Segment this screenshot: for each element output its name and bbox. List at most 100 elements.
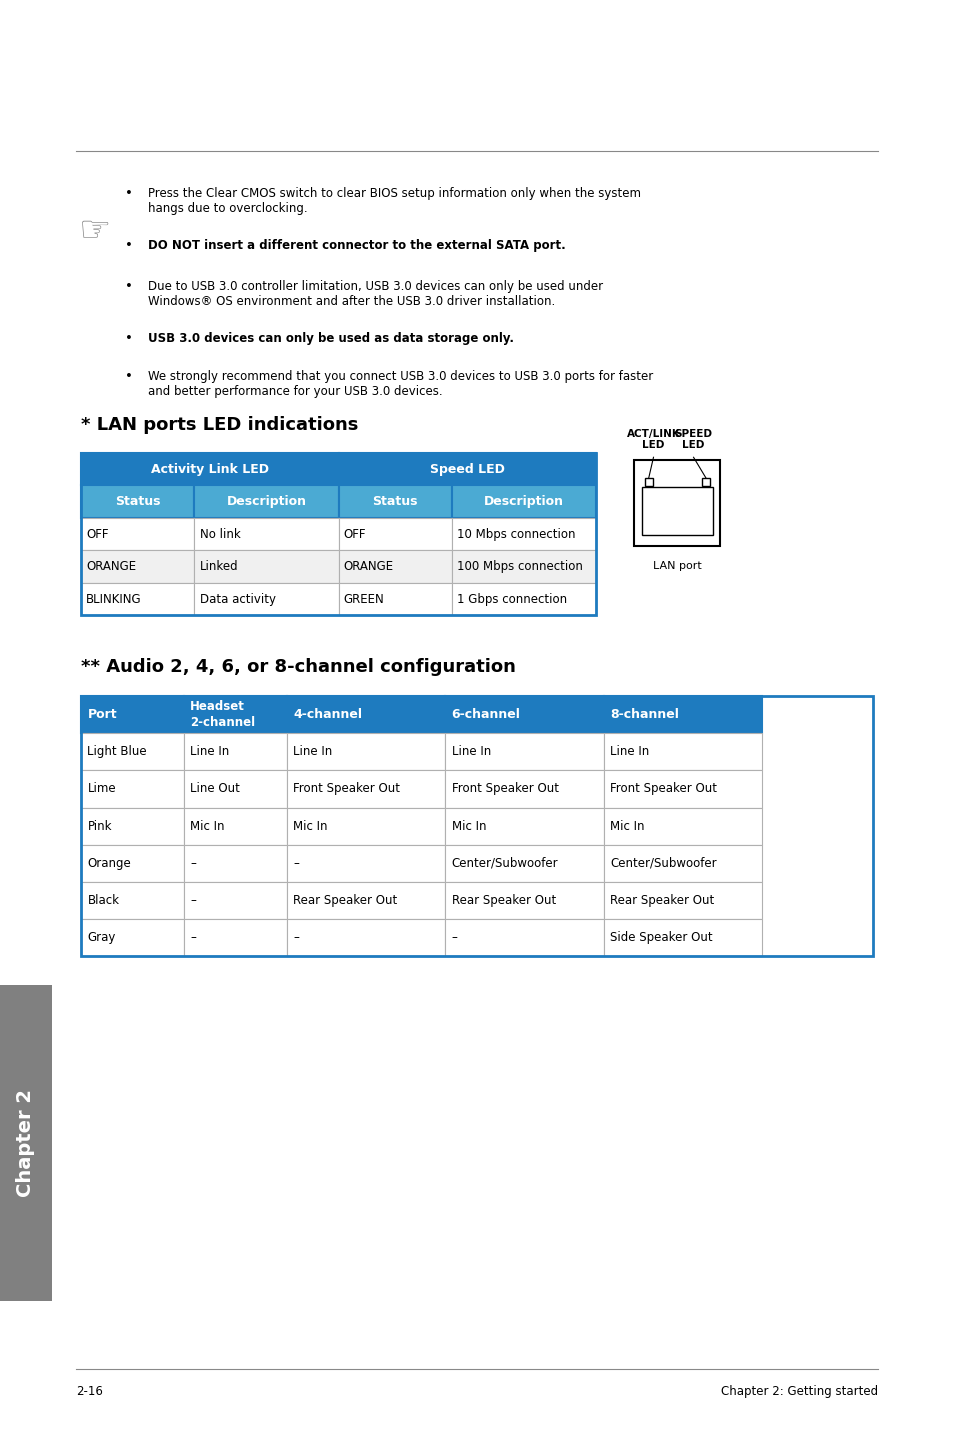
Bar	[184, 696, 287, 733]
Text: Center/Subwoofer: Center/Subwoofer	[451, 857, 558, 870]
Bar	[338, 582, 452, 615]
Text: Line Out: Line Out	[191, 782, 240, 795]
Bar	[184, 808, 287, 844]
Text: Status: Status	[115, 495, 160, 508]
Bar	[603, 696, 761, 733]
Bar	[287, 844, 445, 881]
Bar	[603, 808, 761, 844]
Text: Mic In: Mic In	[191, 820, 225, 833]
Text: –: –	[293, 857, 299, 870]
Bar	[287, 733, 445, 771]
Text: Lime: Lime	[88, 782, 116, 795]
Bar	[452, 518, 596, 551]
Text: •: •	[125, 187, 132, 200]
Bar	[184, 733, 287, 771]
Text: Light Blue: Light Blue	[88, 745, 147, 758]
Text: Gray: Gray	[88, 932, 115, 945]
Text: Mic In: Mic In	[293, 820, 328, 833]
Text: Speed LED: Speed LED	[430, 463, 504, 476]
Bar	[81, 696, 872, 956]
Text: Rear Speaker Out: Rear Speaker Out	[293, 894, 397, 907]
Text: OFF: OFF	[86, 528, 109, 541]
Bar	[81, 453, 596, 615]
Bar	[634, 460, 720, 546]
Bar	[194, 518, 338, 551]
Text: Press the Clear CMOS switch to clear BIOS setup information only when the system: Press the Clear CMOS switch to clear BIO…	[148, 187, 640, 214]
Bar	[184, 881, 287, 919]
Text: Chapter 2: Chapter 2	[16, 1089, 35, 1198]
Text: Port: Port	[88, 707, 117, 720]
Bar	[287, 881, 445, 919]
Bar	[194, 551, 338, 582]
Text: 2-16: 2-16	[76, 1385, 103, 1399]
Text: Mic In: Mic In	[609, 820, 644, 833]
Text: Front Speaker Out: Front Speaker Out	[293, 782, 400, 795]
Bar	[81, 919, 184, 956]
Bar	[287, 808, 445, 844]
Text: Due to USB 3.0 controller limitation, USB 3.0 devices can only be used under
Win: Due to USB 3.0 controller limitation, US…	[148, 280, 602, 308]
Bar	[81, 808, 184, 844]
Text: –: –	[451, 932, 457, 945]
Bar	[287, 696, 445, 733]
Bar	[445, 771, 603, 808]
Text: SPEED: SPEED	[674, 429, 712, 439]
Text: Line In: Line In	[191, 745, 230, 758]
Bar	[184, 919, 287, 956]
Text: ORANGE: ORANGE	[343, 561, 394, 574]
Bar	[81, 881, 184, 919]
Text: Data activity: Data activity	[199, 592, 275, 605]
Text: 8-channel: 8-channel	[609, 707, 679, 720]
Text: •: •	[125, 370, 132, 383]
Text: Pink: Pink	[88, 820, 112, 833]
Bar	[287, 771, 445, 808]
Bar	[194, 486, 338, 518]
Bar	[338, 453, 596, 486]
Bar	[603, 881, 761, 919]
Bar	[445, 696, 603, 733]
Bar	[81, 771, 184, 808]
Text: 1 Gbps connection: 1 Gbps connection	[456, 592, 567, 605]
Text: Front Speaker Out: Front Speaker Out	[451, 782, 558, 795]
Text: Line In: Line In	[451, 745, 491, 758]
Bar	[445, 733, 603, 771]
Text: 100 Mbps connection: 100 Mbps connection	[456, 561, 582, 574]
Bar	[81, 844, 184, 881]
Bar	[644, 477, 652, 486]
Bar	[701, 477, 709, 486]
Text: Front Speaker Out: Front Speaker Out	[609, 782, 717, 795]
Text: LAN port: LAN port	[652, 561, 701, 571]
Bar	[81, 551, 194, 582]
Bar	[81, 582, 194, 615]
Text: –: –	[191, 857, 196, 870]
Bar	[603, 919, 761, 956]
Text: LED: LED	[681, 440, 704, 450]
Text: Linked: Linked	[199, 561, 238, 574]
Bar	[445, 881, 603, 919]
Text: No link: No link	[199, 528, 240, 541]
Bar	[603, 733, 761, 771]
Text: Description: Description	[483, 495, 563, 508]
Text: ☞: ☞	[79, 213, 112, 247]
Text: •: •	[125, 239, 132, 252]
Text: Center/Subwoofer: Center/Subwoofer	[609, 857, 716, 870]
Text: We strongly recommend that you connect USB 3.0 devices to USB 3.0 ports for fast: We strongly recommend that you connect U…	[148, 370, 653, 397]
Text: 4-channel: 4-channel	[293, 707, 362, 720]
Bar	[81, 453, 338, 486]
Bar	[338, 551, 452, 582]
Bar	[641, 487, 712, 535]
Text: ** Audio 2, 4, 6, or 8-channel configuration: ** Audio 2, 4, 6, or 8-channel configura…	[81, 657, 516, 676]
Bar	[81, 518, 194, 551]
Text: Line In: Line In	[293, 745, 333, 758]
Text: * LAN ports LED indications: * LAN ports LED indications	[81, 416, 358, 434]
Bar	[445, 844, 603, 881]
Text: 6-channel: 6-channel	[451, 707, 520, 720]
Bar	[338, 486, 452, 518]
Bar	[194, 582, 338, 615]
Text: –: –	[191, 932, 196, 945]
Bar	[603, 844, 761, 881]
Text: Status: Status	[373, 495, 417, 508]
Text: –: –	[293, 932, 299, 945]
Bar	[452, 551, 596, 582]
Text: BLINKING: BLINKING	[86, 592, 142, 605]
Text: ACT/LINK: ACT/LINK	[626, 429, 679, 439]
